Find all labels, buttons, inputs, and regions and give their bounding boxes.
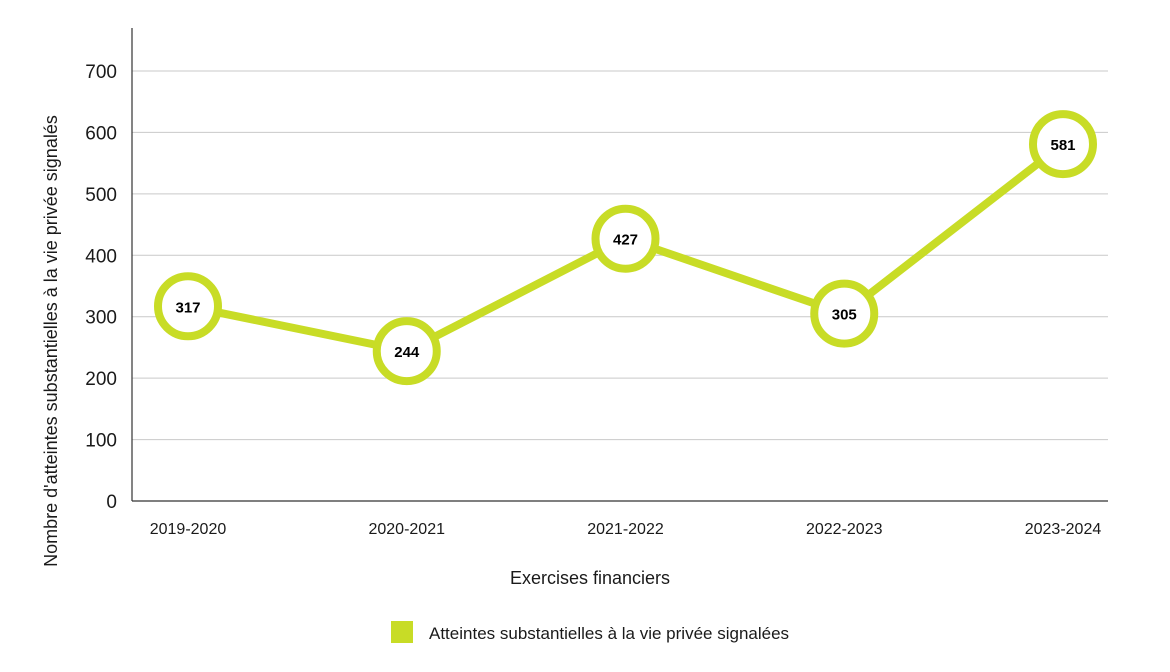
data-point-marker <box>154 272 222 341</box>
data-point-label: 581 <box>1050 137 1075 154</box>
x-tick-label: 2019-2020 <box>150 521 227 538</box>
data-point-label: 427 <box>613 232 638 249</box>
x-tick-label: 2020-2021 <box>368 521 445 538</box>
y-axis-title: Nombre d'atteintes substantielles à la v… <box>41 115 61 567</box>
y-tick-label: 500 <box>85 185 117 206</box>
legend: Atteintes substantielles à la vie privée… <box>391 621 789 643</box>
legend-label: Atteintes substantielles à la vie privée… <box>429 624 789 643</box>
y-tick-labels: 0 100 200 300 400 500 600 700 <box>85 62 117 513</box>
data-point-marker <box>372 317 441 386</box>
data-point-marker <box>591 204 660 273</box>
data-markers <box>154 110 1097 386</box>
data-point-marker <box>1029 110 1097 179</box>
x-axis-title: Exercises financiers <box>510 568 670 588</box>
y-tick-label: 100 <box>85 431 117 452</box>
data-point-label: 244 <box>394 344 420 361</box>
x-tick-label: 2021-2022 <box>587 521 664 538</box>
data-point-marker <box>810 279 879 348</box>
y-tick-label: 300 <box>85 308 117 329</box>
legend-swatch <box>391 621 413 643</box>
y-tick-label: 600 <box>85 123 117 144</box>
x-tick-labels: 2019-2020 2020-2021 2021-2022 2022-2023 2023… <box>150 521 1102 538</box>
data-point-label: 305 <box>832 307 857 324</box>
data-labels: 317 244 427 305 581 <box>175 137 1075 361</box>
gridlines <box>132 70 1108 441</box>
data-point-label: 317 <box>175 299 200 316</box>
y-tick-label: 0 <box>106 492 117 513</box>
x-tick-label: 2023-2024 <box>1025 521 1102 538</box>
y-tick-label: 400 <box>85 246 117 267</box>
axes <box>131 28 1108 502</box>
y-tick-label: 200 <box>85 369 117 390</box>
y-tick-label: 700 <box>85 62 117 83</box>
x-tick-label: 2022-2023 <box>806 521 883 538</box>
